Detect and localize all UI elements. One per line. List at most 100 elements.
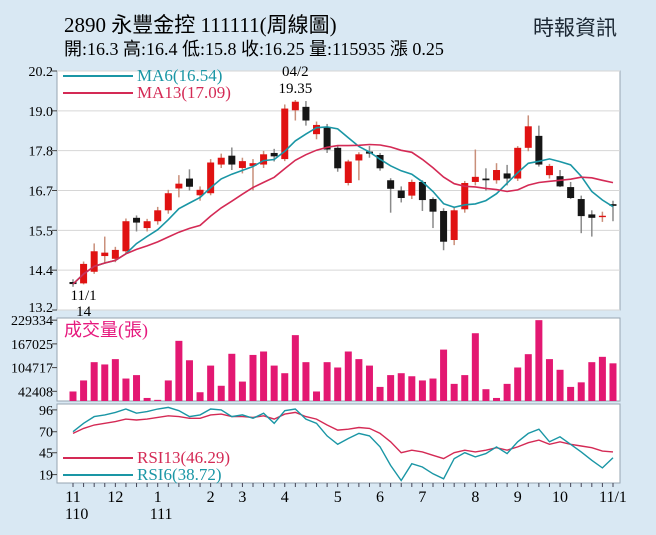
price-axis-label: 20.2 [29, 65, 54, 80]
volume-bar [185, 360, 193, 401]
candle [133, 217, 141, 223]
candle [344, 161, 352, 183]
volume-bar [365, 365, 373, 401]
rsi-axis-label: 96 [39, 404, 53, 419]
volume-axis-label: 104717 [11, 362, 53, 377]
candle [355, 154, 363, 161]
ma-legend: MA6(16.54) MA13(17.09) [63, 66, 231, 102]
price-axis-label: 17.8 [29, 145, 54, 160]
candle [482, 178, 490, 181]
candle [313, 124, 321, 135]
volume-bar [323, 362, 331, 401]
annotation: 11/1 [71, 288, 97, 304]
volume-bar [387, 375, 395, 401]
rsi-legend: RSI13(46.29) RSI6(38.72) [63, 447, 231, 484]
candle [185, 178, 193, 187]
candle [90, 251, 98, 272]
candle [143, 221, 151, 229]
ma6-legend-row: MA6(16.54) [63, 66, 231, 85]
volume-bar [408, 376, 416, 401]
price-axis-label: 16.7 [29, 185, 54, 200]
month-axis-label: 2 [207, 489, 215, 506]
candle [609, 204, 617, 206]
volume-bar [567, 386, 575, 401]
candle [429, 199, 437, 212]
candle [291, 101, 299, 111]
volume-bar [450, 383, 458, 401]
volume-bar [260, 351, 268, 401]
volume-bar [524, 354, 532, 401]
rsi6-legend-label: RSI6(38.72) [137, 464, 222, 484]
month-axis-label: 3 [238, 489, 246, 506]
candle [101, 252, 109, 257]
volume-bar [228, 353, 236, 401]
year-axis-label: 110 [65, 506, 88, 523]
volume-bar [556, 369, 564, 401]
volume-bar [397, 373, 405, 401]
candle [493, 170, 501, 181]
candle [376, 154, 384, 169]
rsi13-legend-label: RSI13(46.29) [137, 447, 231, 467]
month-axis-label: 12 [107, 489, 123, 506]
volume-bar [440, 349, 448, 401]
volume-bar [493, 397, 501, 401]
volume-bar [217, 385, 225, 401]
volume-bar [101, 364, 109, 401]
volume-bar [281, 373, 289, 401]
candle [514, 147, 522, 179]
candle [207, 162, 215, 194]
volume-bar [535, 320, 543, 401]
rsi-axis-label: 70 [39, 426, 53, 441]
candle [302, 106, 310, 121]
price-axis-label: 15.5 [29, 224, 54, 239]
annotation: 14 [76, 304, 92, 320]
rsi13-legend-row: RSI13(46.29) [63, 447, 231, 467]
month-axis-label: 6 [376, 489, 384, 506]
ma13-legend-label: MA13(17.09) [137, 82, 231, 102]
candle [270, 152, 278, 157]
annotation: 19.35 [278, 81, 312, 97]
volume-bar [238, 381, 246, 401]
page-title: 2890 永豐金控 111111(周線圖) [64, 13, 337, 37]
candle [577, 199, 585, 217]
volume-bar [175, 340, 183, 401]
volume-bar [111, 359, 119, 401]
candle [524, 126, 532, 148]
volume-bar [418, 380, 426, 401]
volume-bar [503, 383, 511, 401]
candle [461, 182, 469, 210]
candle [588, 214, 596, 218]
candle [175, 183, 183, 189]
volume-axis-label: 167025 [11, 338, 53, 353]
volume-bar [122, 378, 130, 401]
volume-bar [598, 356, 606, 401]
month-axis-label: 8 [471, 489, 479, 506]
month-axis-label: 9 [514, 489, 522, 506]
price-axis-label: 13.2 [29, 301, 54, 316]
volume-bar [196, 392, 204, 401]
volume-bar [154, 399, 162, 401]
candle [122, 221, 130, 252]
candle [408, 181, 416, 196]
volume-bar [609, 363, 617, 401]
month-axis-label: 4 [281, 489, 289, 506]
volume-bar [588, 362, 596, 401]
price-axis-label: 14.4 [29, 264, 54, 279]
candle [260, 154, 268, 165]
candle [164, 193, 172, 211]
volume-bar [514, 367, 522, 401]
candle [387, 180, 395, 189]
volume-bar [376, 386, 384, 401]
volume-bar [207, 365, 215, 401]
annotation: 04/2 [282, 64, 309, 80]
ma13-line [72, 143, 614, 285]
candle [545, 165, 553, 176]
volume-bar [143, 397, 151, 401]
volume-bar [355, 359, 363, 401]
rsi6-line-sample [63, 473, 133, 476]
volume-axis-label: 229334 [11, 314, 53, 329]
month-axis-label: 11/1 [599, 489, 627, 506]
candle [111, 249, 119, 259]
